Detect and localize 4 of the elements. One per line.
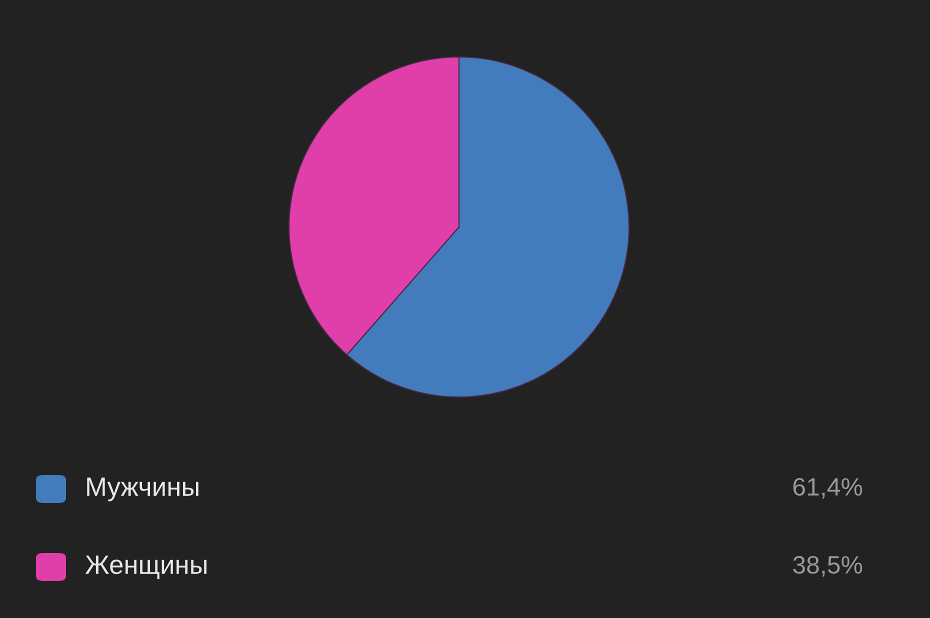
data-label: 61,4% bbox=[793, 478, 862, 499]
legend-label: Мужчины bbox=[87, 478, 198, 502]
legend-label: Женщины bbox=[85, 556, 206, 580]
data-label: 38,5% bbox=[793, 556, 862, 577]
